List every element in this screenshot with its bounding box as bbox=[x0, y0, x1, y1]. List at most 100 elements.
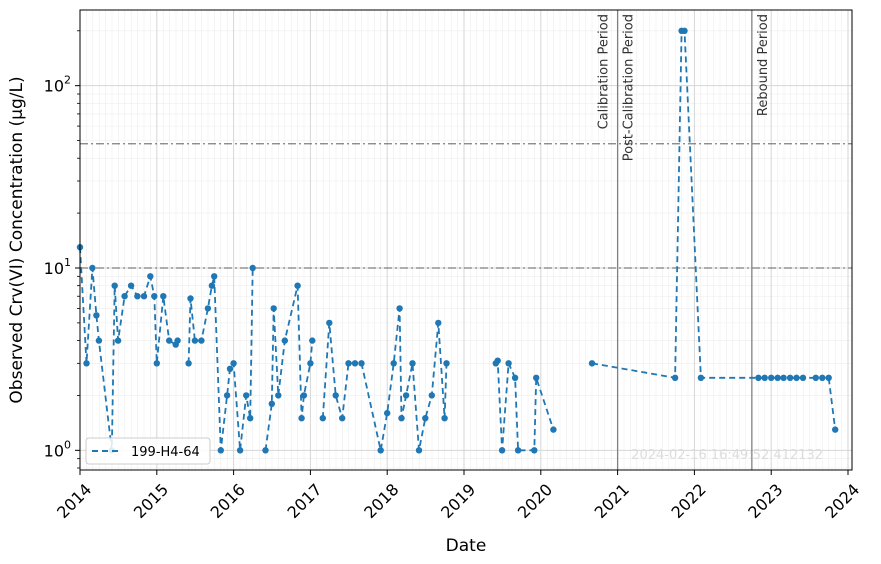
data-point bbox=[281, 337, 288, 344]
data-point bbox=[307, 360, 314, 367]
data-point bbox=[774, 374, 781, 381]
data-point bbox=[511, 374, 519, 381]
data-point bbox=[671, 374, 679, 381]
legend-box bbox=[85, 437, 211, 465]
data-point bbox=[236, 447, 244, 454]
data-point bbox=[134, 293, 141, 300]
data-point bbox=[494, 357, 501, 364]
data-point bbox=[208, 282, 216, 289]
data-point bbox=[428, 392, 435, 399]
period-label: Calibration Period bbox=[597, 14, 612, 129]
data-point bbox=[514, 447, 522, 454]
period-label: Rebound Period bbox=[756, 14, 771, 116]
data-point bbox=[377, 447, 384, 454]
data-point bbox=[755, 374, 762, 381]
data-point bbox=[384, 409, 391, 417]
data-point bbox=[396, 305, 403, 312]
data-point bbox=[140, 293, 148, 300]
data-point bbox=[217, 447, 224, 454]
data-point bbox=[780, 374, 787, 381]
data-point bbox=[230, 360, 237, 367]
data-point bbox=[441, 415, 448, 422]
data-point bbox=[247, 415, 254, 422]
data-point bbox=[268, 400, 275, 407]
y-tick-label: 100 bbox=[44, 438, 71, 460]
data-point bbox=[793, 374, 800, 381]
data-point bbox=[204, 305, 212, 312]
x-axis-ticks: 2014 2015 2016 2017 2018 2019 2020 2021 2022 2023… bbox=[53, 470, 863, 522]
reference-lines bbox=[80, 143, 852, 269]
series-layer bbox=[76, 27, 839, 454]
data-point bbox=[332, 392, 339, 399]
x-tick-label: 2017 bbox=[283, 480, 325, 522]
x-tick-label: 2020 bbox=[514, 480, 556, 522]
x-tick-label: 2022 bbox=[667, 480, 709, 522]
data-point bbox=[243, 392, 250, 399]
series-line bbox=[321, 308, 448, 451]
data-point bbox=[275, 392, 282, 399]
data-point bbox=[294, 282, 301, 289]
x-tick-label: 2023 bbox=[744, 480, 786, 522]
data-point bbox=[533, 374, 540, 381]
legend-label: 199-H4-64 bbox=[131, 445, 200, 460]
x-tick-label: 2016 bbox=[207, 480, 249, 522]
data-point bbox=[270, 305, 277, 312]
series-line bbox=[264, 285, 314, 451]
data-point bbox=[160, 293, 167, 300]
y-tick-exponent: 1 bbox=[64, 256, 71, 269]
data-point bbox=[398, 415, 405, 422]
data-point bbox=[409, 360, 416, 367]
data-point bbox=[681, 27, 688, 34]
data-point bbox=[174, 337, 181, 344]
data-point bbox=[187, 295, 194, 302]
series-line bbox=[495, 358, 555, 452]
data-point bbox=[95, 337, 103, 344]
data-point bbox=[799, 374, 807, 381]
data-point bbox=[768, 374, 775, 381]
data-point bbox=[89, 264, 96, 272]
data-point bbox=[185, 360, 192, 367]
data-point bbox=[505, 360, 512, 367]
data-point bbox=[832, 426, 839, 433]
y-axis-title: Observed Crv(VI) Concentration (µg/L) bbox=[7, 76, 27, 403]
data-point bbox=[697, 374, 705, 381]
data-point bbox=[300, 392, 308, 399]
data-point bbox=[415, 447, 423, 454]
data-point bbox=[111, 282, 118, 289]
data-point bbox=[390, 360, 397, 367]
x-tick-label: 2015 bbox=[130, 480, 172, 522]
x-tick-label: 2014 bbox=[53, 480, 95, 522]
data-point bbox=[127, 282, 135, 289]
x-axis-title: Date bbox=[446, 536, 487, 556]
data-point bbox=[825, 374, 832, 381]
data-point bbox=[153, 360, 160, 367]
timestamp-watermark: 2024-02-16 16:49:52.412132 bbox=[631, 448, 823, 463]
data-point bbox=[345, 360, 352, 367]
data-point bbox=[223, 392, 231, 399]
data-point bbox=[191, 337, 199, 344]
data-point bbox=[147, 273, 154, 280]
data-point bbox=[351, 360, 359, 367]
data-point bbox=[319, 415, 326, 422]
data-point bbox=[83, 360, 90, 367]
grid-lines bbox=[79, 10, 852, 470]
x-tick-label: 2018 bbox=[360, 480, 402, 522]
data-point bbox=[198, 337, 205, 344]
plot-frame bbox=[79, 9, 853, 471]
y-tick-label: 102 bbox=[44, 74, 71, 96]
data-point bbox=[93, 312, 100, 319]
data-point bbox=[151, 293, 158, 300]
data-point bbox=[226, 365, 234, 372]
data-point bbox=[249, 264, 256, 272]
period-markers: Calibration Period Post-Calibration Perio… bbox=[597, 10, 771, 470]
x-tick-label: 2019 bbox=[437, 480, 479, 522]
data-point bbox=[121, 293, 128, 300]
data-point bbox=[786, 374, 794, 381]
data-point bbox=[498, 447, 506, 454]
y-tick-exponent: 2 bbox=[64, 74, 71, 87]
data-point bbox=[114, 337, 122, 344]
data-point bbox=[339, 415, 346, 422]
data-point bbox=[358, 360, 365, 367]
